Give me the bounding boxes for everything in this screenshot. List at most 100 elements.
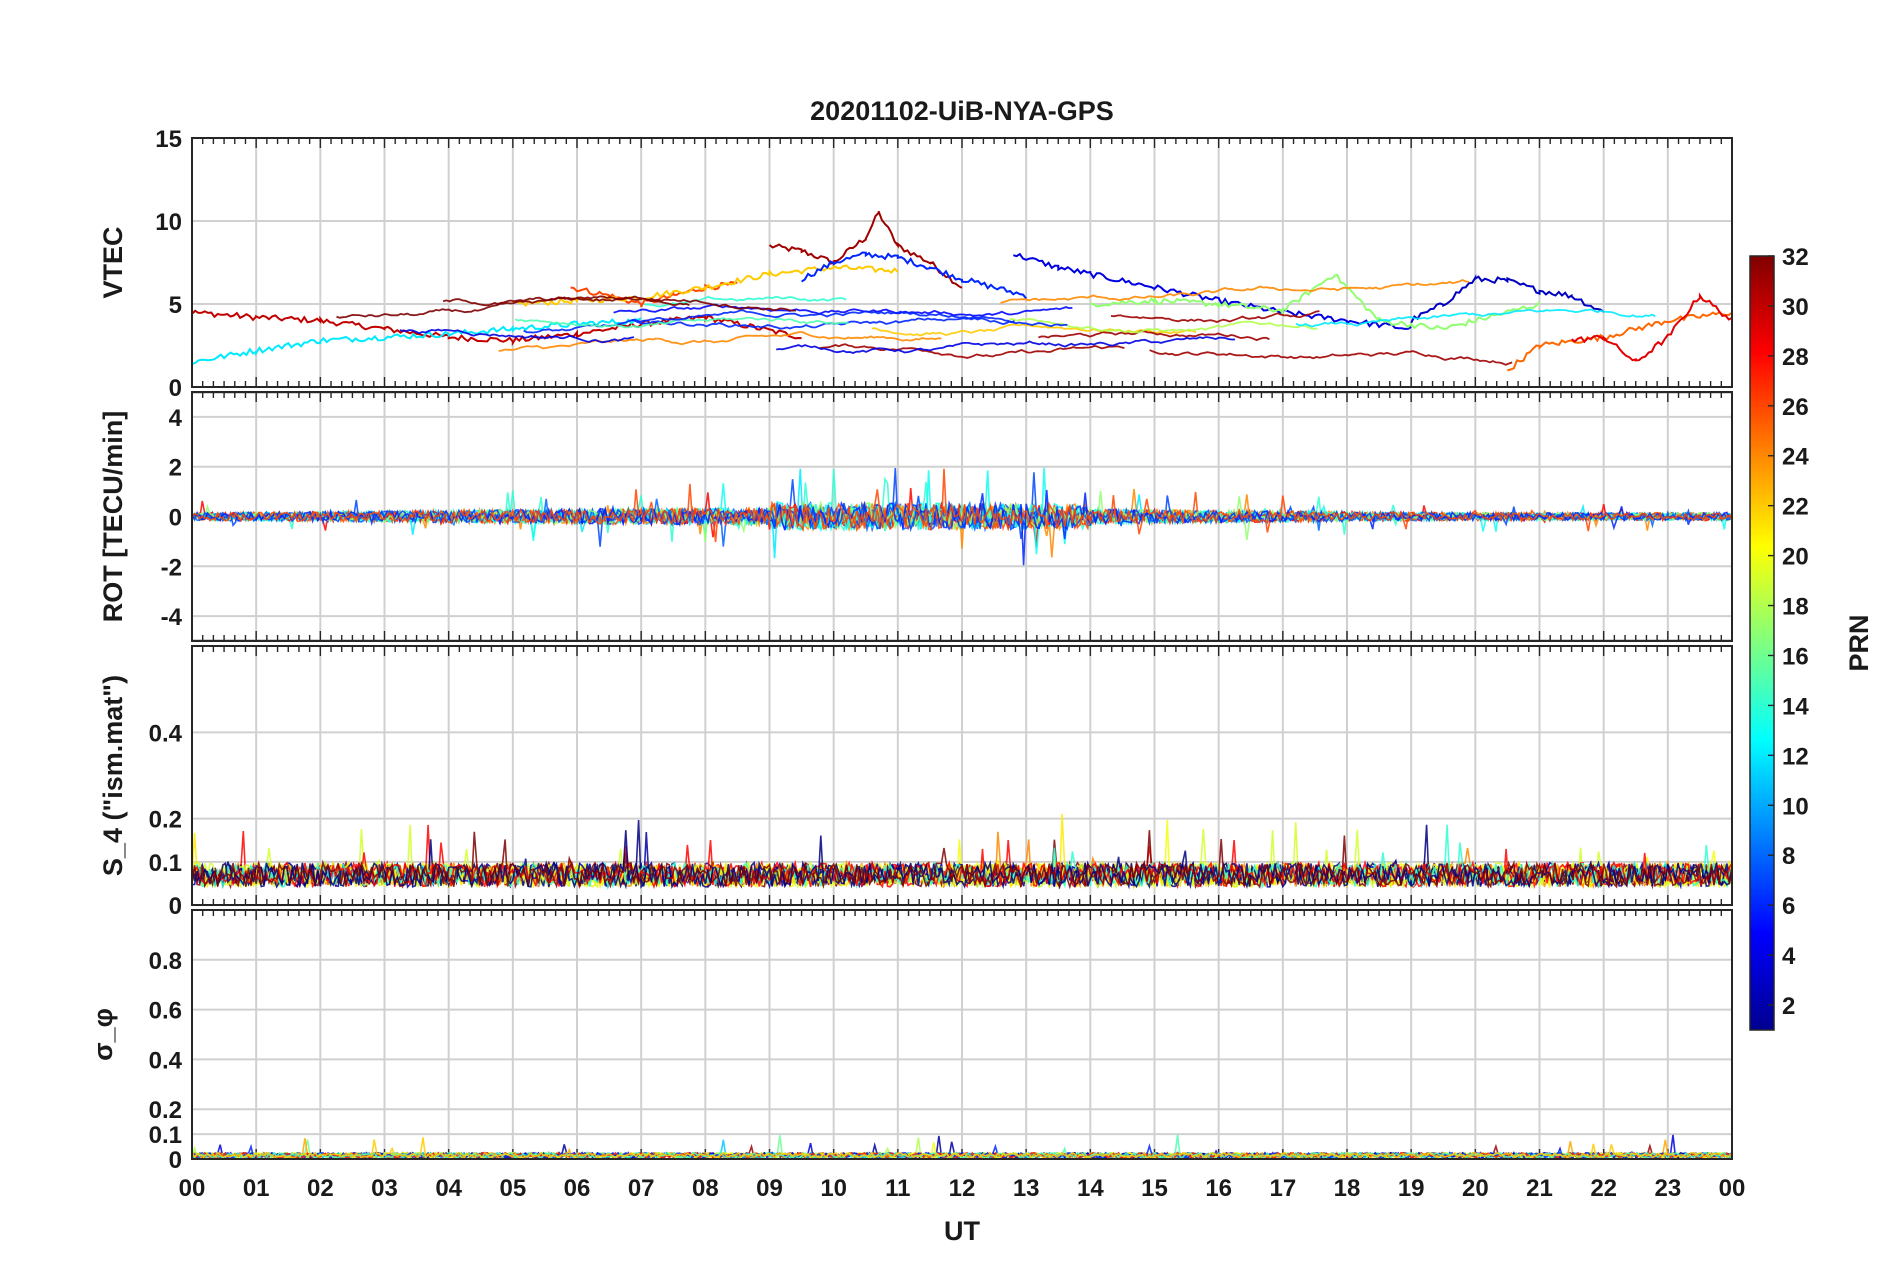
y-axis-label: σ_φ xyxy=(88,1008,118,1061)
y-tick-label: 10 xyxy=(155,209,182,236)
colorbar-tick-label: 14 xyxy=(1782,693,1809,720)
x-tick-label: 03 xyxy=(371,1175,398,1202)
y-tick-label: 0.1 xyxy=(149,850,182,877)
panel-frame xyxy=(191,391,1733,642)
vtec-series-prn-4 xyxy=(1013,252,1412,330)
vtec-series-prn-30 xyxy=(191,309,802,347)
x-tick-label: 15 xyxy=(1141,1175,1168,1202)
x-tick-label: 22 xyxy=(1590,1175,1617,1202)
x-tick-label: 18 xyxy=(1334,1175,1361,1202)
vtec-series-prn-22 xyxy=(512,263,899,307)
x-tick-label: 10 xyxy=(820,1175,847,1202)
vtec-series-prn-25 xyxy=(1507,311,1733,372)
colorbar-tick-label: 8 xyxy=(1782,843,1795,870)
x-tick-label: 00 xyxy=(179,1175,206,1202)
colorbar-tick-label: 10 xyxy=(1782,793,1809,820)
vtec-track xyxy=(399,328,635,344)
x-tick-label: 09 xyxy=(756,1175,783,1202)
y-tick-label: 0.8 xyxy=(149,948,182,975)
x-tick-label: 20 xyxy=(1462,1175,1489,1202)
vtec-series-prn-6 xyxy=(801,251,1027,300)
x-tick-label: 11 xyxy=(885,1175,910,1202)
panel-data xyxy=(191,813,1733,891)
vtec-track xyxy=(871,323,1197,337)
panel-1: 0 5 10 15 VTEC xyxy=(98,126,1733,402)
series-trace-prn-14 xyxy=(191,824,1733,890)
panel-data xyxy=(191,1134,1733,1160)
x-tick-label: 06 xyxy=(564,1175,591,1202)
y-tick-label: 0.4 xyxy=(149,720,183,747)
panel-frame xyxy=(191,909,1733,1160)
series-trace-prn-26 xyxy=(191,468,1733,543)
y-axis-label: S_4 ("ism.mat") xyxy=(98,675,128,876)
vtec-track xyxy=(1149,349,1513,366)
x-tick-label: 23 xyxy=(1654,1175,1681,1202)
colorbar-gradient xyxy=(1749,255,1775,1031)
x-tick-label: 19 xyxy=(1398,1175,1425,1202)
vtec-track xyxy=(776,336,1235,354)
series-trace-prn-1 xyxy=(191,830,1733,890)
panel-2: -4 -2 0 2 4 ROT [TECU/min] xyxy=(98,391,1733,642)
panel-data xyxy=(191,210,1733,372)
vtec-track xyxy=(1038,330,1270,342)
colorbar-tick-label: 20 xyxy=(1782,544,1809,571)
colorbar-tick-label: 24 xyxy=(1782,444,1809,471)
vtec-track xyxy=(819,343,1125,359)
vtec-track xyxy=(1000,279,1470,304)
colorbar-tick-label: 4 xyxy=(1782,943,1796,970)
colorbar-tick-label: 2 xyxy=(1782,993,1795,1020)
x-tick-label: 21 xyxy=(1526,1175,1553,1202)
colorbar-label: PRN xyxy=(1844,614,1874,671)
colorbar-tick-label: 22 xyxy=(1782,494,1809,521)
y-tick-label: 0 xyxy=(169,375,182,402)
x-tick-label: 14 xyxy=(1077,1175,1104,1202)
y-tick-label: 2 xyxy=(169,455,182,482)
series-trace-prn-22 xyxy=(191,1137,1733,1160)
vtec-series-prn-12 xyxy=(191,317,642,365)
x-tick-label: 13 xyxy=(1013,1175,1040,1202)
colorbar-tick-label: 18 xyxy=(1782,594,1809,621)
vtec-track xyxy=(613,303,1073,317)
panel-frame xyxy=(191,645,1733,906)
x-tick-label: 12 xyxy=(949,1175,976,1202)
vtec-track xyxy=(1009,317,1318,334)
chart-title: 20201102-UiB-NYA-GPS xyxy=(810,96,1114,126)
vtec-track xyxy=(1295,308,1656,328)
y-tick-label: 0.6 xyxy=(149,998,182,1025)
vtec-series-prn-31 xyxy=(768,210,963,289)
vtec-series-prn-17 xyxy=(1089,273,1541,330)
vtec-series-prn-29 xyxy=(1571,292,1733,362)
panel-3: 0 0.1 0.2 0.4 S_4 ("ism.mat") xyxy=(98,645,1733,920)
x-tick-label: 05 xyxy=(499,1175,526,1202)
vtec-track xyxy=(336,295,690,319)
x-tick-label: 01 xyxy=(243,1175,270,1202)
x-axis-label: UT xyxy=(944,1216,980,1246)
y-tick-label: 4 xyxy=(169,405,183,432)
colorbar-tick-label: 12 xyxy=(1782,743,1809,770)
y-tick-label: 0.1 xyxy=(149,1122,182,1149)
y-tick-label: 5 xyxy=(169,292,182,319)
y-tick-label: 0.4 xyxy=(149,1047,183,1074)
colorbar-tick-label: 26 xyxy=(1782,394,1809,421)
vtec-track xyxy=(630,309,1068,328)
y-tick-label: 0 xyxy=(169,505,182,532)
y-tick-label: 0 xyxy=(169,893,182,920)
colorbar-tick-label: 6 xyxy=(1782,893,1795,920)
colorbar-tick-label: 32 xyxy=(1782,244,1809,271)
vtec-track xyxy=(442,295,797,312)
x-tick-labels: 00 01 02 03 04 05 06 07 08 09 10 11 12 13 14 15 16 17 18 19… xyxy=(179,1175,1746,1202)
x-tick-label: 00 xyxy=(1719,1175,1746,1202)
x-tick-label: 07 xyxy=(628,1175,655,1202)
x-tick-label: 17 xyxy=(1269,1175,1296,1202)
y-tick-label: -2 xyxy=(161,554,182,581)
vtec-track xyxy=(1110,310,1320,323)
vtec-track xyxy=(498,330,942,352)
y-tick-label: 0.2 xyxy=(149,1097,182,1124)
panel-4: 00.10.2 0.4 0.6 0.8 σ_φ xyxy=(88,909,1733,1174)
x-tick-label: 08 xyxy=(692,1175,719,1202)
y-tick-label: 15 xyxy=(155,126,182,153)
series-trace-prn-32 xyxy=(191,831,1733,890)
